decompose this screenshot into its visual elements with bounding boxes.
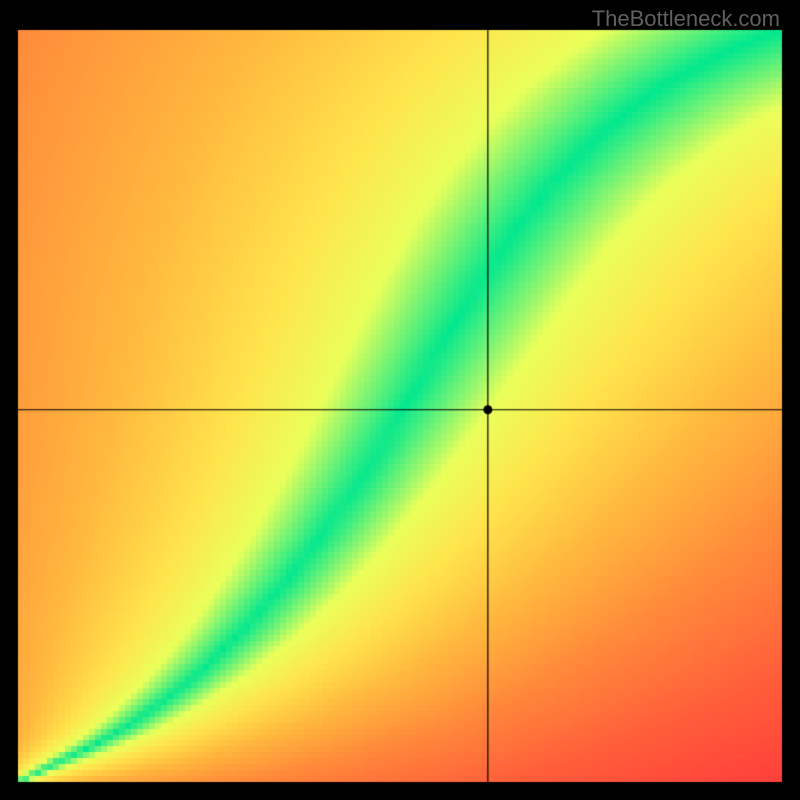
watermark-text: TheBottleneck.com (592, 6, 780, 32)
chart-container: TheBottleneck.com (0, 0, 800, 800)
bottleneck-heatmap (0, 0, 800, 800)
